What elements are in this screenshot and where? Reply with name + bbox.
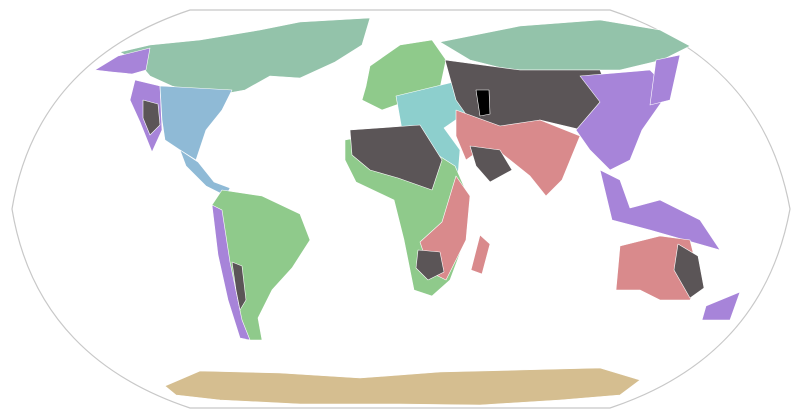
- region-japan: [649, 54, 681, 106]
- region-us-southwest: [142, 99, 161, 136]
- region-south-asia: [455, 109, 581, 197]
- region-sahara: [349, 124, 443, 191]
- region-new-zealand: [701, 291, 741, 321]
- region-southeast-asia: [599, 169, 721, 251]
- region-southern-africa: [415, 249, 445, 281]
- region-us-east: [159, 85, 233, 161]
- region-arabia: [469, 145, 513, 183]
- region-alaska: [94, 47, 151, 75]
- region-caspian: [475, 89, 491, 117]
- region-australia-east: [673, 243, 705, 299]
- region-north-america-north: [119, 17, 371, 97]
- region-madagascar: [470, 234, 491, 275]
- region-antarctica: [164, 367, 641, 406]
- region-andes: [231, 261, 247, 311]
- region-south-america-west: [211, 204, 251, 341]
